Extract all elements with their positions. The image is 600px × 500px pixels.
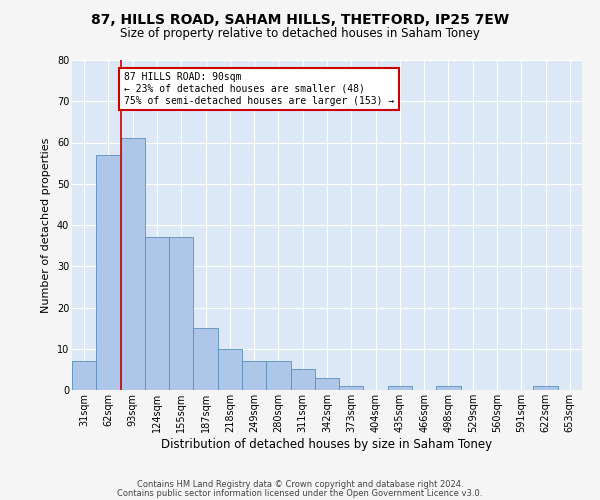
Bar [193,328,218,390]
Text: Contains HM Land Registry data © Crown copyright and database right 2024.: Contains HM Land Registry data © Crown c… [137,480,463,489]
Text: Contains public sector information licensed under the Open Government Licence v3: Contains public sector information licen… [118,488,482,498]
Y-axis label: Number of detached properties: Number of detached properties [41,138,51,312]
Bar [339,386,364,390]
Bar [218,349,242,390]
Bar [436,386,461,390]
Bar [533,386,558,390]
Bar [72,361,96,390]
Bar [145,238,169,390]
Text: 87, HILLS ROAD, SAHAM HILLS, THETFORD, IP25 7EW: 87, HILLS ROAD, SAHAM HILLS, THETFORD, I… [91,12,509,26]
X-axis label: Distribution of detached houses by size in Saham Toney: Distribution of detached houses by size … [161,438,493,450]
Bar [315,378,339,390]
Text: 87 HILLS ROAD: 90sqm
← 23% of detached houses are smaller (48)
75% of semi-detac: 87 HILLS ROAD: 90sqm ← 23% of detached h… [124,72,394,106]
Bar [96,155,121,390]
Bar [242,361,266,390]
Bar [290,370,315,390]
Bar [121,138,145,390]
Bar [388,386,412,390]
Bar [169,238,193,390]
Bar [266,361,290,390]
Text: Size of property relative to detached houses in Saham Toney: Size of property relative to detached ho… [120,28,480,40]
